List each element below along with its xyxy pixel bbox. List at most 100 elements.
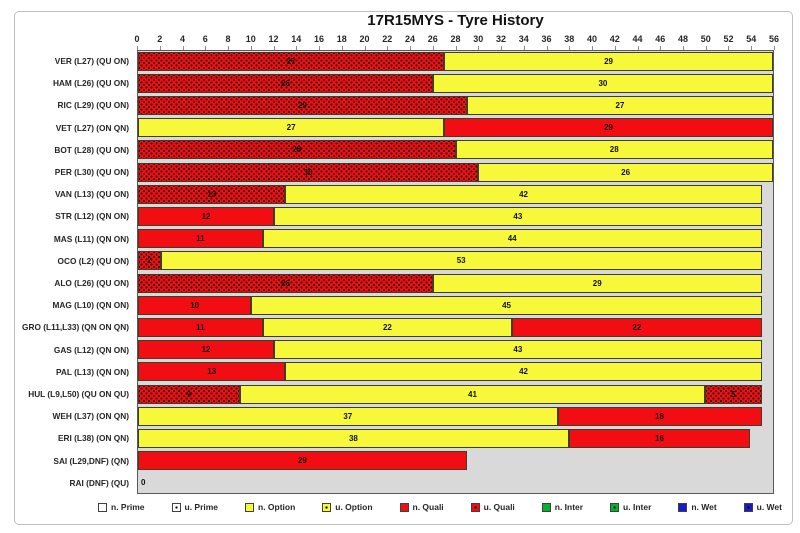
x-tick-mark — [387, 46, 389, 50]
x-tick-label: 36 — [541, 34, 552, 44]
bar-row: 13 42 — [138, 184, 773, 204]
bar-row: 29 — [138, 451, 773, 471]
legend-label: n. Option — [258, 502, 296, 512]
bar-segment: 29 — [138, 96, 467, 115]
bar-value-label: 12 — [201, 212, 211, 221]
x-tick-mark — [319, 46, 320, 50]
bar-segment: 30 — [432, 73, 773, 93]
bar-value-label: 41 — [468, 389, 477, 399]
bar-segment: 26 — [478, 162, 773, 182]
bar-segment: 9 — [138, 384, 241, 404]
category-label: VAN (L13) (QU ON) — [54, 189, 129, 200]
bar-value-label: 43 — [513, 212, 523, 221]
bar-segment: 12 — [138, 340, 275, 360]
bar-value-label: 29 — [592, 278, 602, 288]
x-tick-label: 52 — [723, 34, 734, 44]
bar-segment: 29 — [432, 273, 762, 293]
category-label: BOT (L28) (QU ON) — [54, 144, 129, 155]
bar-row: 38 16 — [138, 429, 773, 448]
bar-segment: 28 — [138, 140, 456, 160]
x-tick-label: 26 — [427, 34, 438, 44]
bar-segment: 11 — [138, 229, 263, 249]
x-tick-mark — [341, 46, 343, 50]
bar-segment: 27 — [138, 118, 445, 138]
bar-value-label: 29 — [297, 456, 307, 466]
x-tick-label: 34 — [518, 34, 529, 44]
bar-row: 10 45 — [138, 295, 773, 315]
legend-label: u. Prime — [184, 502, 219, 512]
bar-row: 37 18 — [138, 406, 773, 426]
bar-value-label: 26 — [621, 167, 631, 177]
bar-value-label: 10 — [190, 300, 200, 310]
x-tick-label: 42 — [609, 34, 620, 44]
category-labels: VER (L27) (QU ON) HAM (L26) (QU ON) RIC (L… — [0, 50, 133, 494]
legend-swatch-icon — [399, 502, 409, 512]
bar-row: 26 29 — [138, 273, 773, 293]
x-tick-mark — [455, 46, 457, 50]
bar-segment: 27 — [138, 51, 445, 71]
bar-value-label: 13 — [207, 367, 217, 377]
bar-segment: 42 — [285, 362, 762, 382]
bar-segment: 11 — [138, 318, 263, 337]
x-tick-mark — [364, 46, 366, 50]
bar-value-label: 11 — [196, 323, 205, 332]
bar-value-label: 18 — [655, 411, 665, 421]
x-axis: 0 2 4 6 8 10 12 14 16 18 20 22 24 26 28 30 32 34 36 38 40 42 4… — [134, 34, 779, 50]
x-tick-mark — [250, 46, 252, 50]
bar-value-label: 26 — [280, 78, 290, 88]
x-tick-label: 4 — [179, 34, 186, 44]
bar-row: 13 42 — [138, 362, 773, 382]
category-label: ALO (L26) (QU ON) — [54, 278, 129, 289]
legend-label: u. Quali — [483, 502, 515, 512]
bar-value-label: 29 — [604, 123, 614, 133]
legend-item: n. Option — [245, 502, 295, 512]
bar-row: 29 27 — [138, 96, 773, 115]
x-tick-mark — [637, 46, 639, 50]
bar-value-label: 22 — [632, 323, 642, 332]
x-tick-label: 12 — [268, 34, 279, 44]
legend-swatch-icon — [98, 502, 107, 512]
x-tick-mark — [478, 46, 480, 50]
x-tick-label: 44 — [632, 34, 643, 44]
legend-label: n. Wet — [691, 502, 717, 512]
bar-segment: 43 — [274, 207, 762, 226]
bar-segment: 18 — [557, 406, 762, 426]
x-tick-mark — [774, 46, 775, 50]
bar-value-label: 2 — [147, 256, 152, 266]
x-tick-label: 20 — [359, 34, 370, 44]
bar-value-label: 30 — [303, 167, 313, 177]
x-tick-label: 18 — [336, 34, 347, 44]
x-tick-label: 8 — [225, 34, 231, 44]
x-tick-label: 56 — [768, 34, 780, 44]
bar-value-label: 22 — [382, 323, 392, 332]
legend: n. Prime u. Prime n. Option u. Option n. Qua… — [98, 497, 782, 517]
bar-segment: 22 — [512, 318, 762, 337]
legend-label: u. Wet — [756, 502, 782, 512]
legend-item: u. Wet — [743, 502, 782, 512]
bar-segment: 43 — [274, 340, 762, 360]
legend-swatch-icon — [610, 502, 620, 512]
bar-segment: 2 — [138, 251, 161, 271]
bar-segment: 12 — [138, 207, 275, 226]
bar-value-label: 30 — [598, 78, 608, 88]
x-tick-mark — [182, 46, 184, 50]
bar-value-label: 27 — [615, 101, 625, 110]
category-label: STR (L12) (QN ON) — [55, 211, 129, 222]
x-tick-label: 10 — [245, 34, 256, 44]
category-label: SAI (L29,DNF) (QN) — [53, 455, 129, 466]
x-tick-mark — [159, 46, 161, 50]
bar-segment: 5 — [704, 384, 762, 404]
bar-segment: 13 — [138, 362, 286, 382]
legend-item: n. Prime — [98, 502, 145, 512]
bar-segment: 13 — [138, 184, 286, 204]
x-tick-label: 16 — [313, 34, 325, 44]
legend-item: u. Inter — [610, 502, 651, 512]
legend-label: u. Option — [335, 502, 373, 512]
legend-swatch-icon — [743, 502, 753, 512]
bar-value-label: 29 — [297, 101, 307, 110]
x-tick-mark — [501, 46, 502, 50]
bar-row: 28 28 — [138, 140, 773, 160]
bar-value-label: 27 — [286, 56, 296, 66]
bar-value-label: 11 — [196, 234, 205, 244]
legend-swatch-icon — [541, 502, 551, 512]
